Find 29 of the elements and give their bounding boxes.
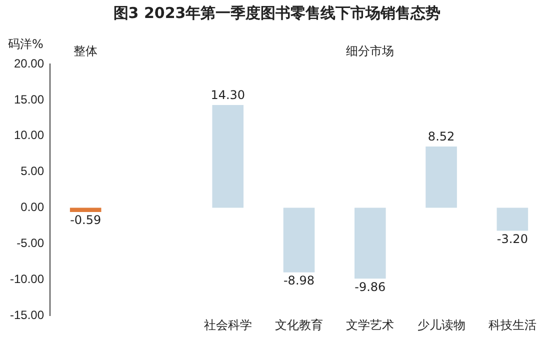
bar bbox=[283, 208, 315, 272]
y-tick-label: -5.00 bbox=[16, 236, 44, 250]
data-label: -9.86 bbox=[354, 280, 386, 294]
x-tick-label: 社会科学 bbox=[204, 318, 252, 332]
bar bbox=[70, 208, 102, 212]
y-tick-label: -15.00 bbox=[10, 308, 44, 322]
y-axis-title: 码洋% bbox=[8, 36, 44, 53]
data-label: 14.30 bbox=[210, 88, 246, 102]
bar bbox=[426, 146, 457, 208]
y-tick-label: -10.00 bbox=[10, 272, 44, 286]
data-label: -8.98 bbox=[283, 273, 315, 288]
y-tick-label: 5.00 bbox=[20, 164, 44, 178]
y-tick-label: 20.00 bbox=[14, 56, 44, 70]
text: 整体 bbox=[74, 44, 98, 58]
text: 细分市场 bbox=[346, 44, 394, 58]
bar bbox=[354, 208, 386, 279]
bar bbox=[496, 208, 528, 231]
data-label: -0.59 bbox=[70, 213, 102, 228]
x-tick-label: 文化教育 bbox=[275, 318, 324, 332]
data-label: -3.20 bbox=[496, 232, 528, 246]
data-label: 8.52 bbox=[428, 130, 455, 144]
x-tick-label: 科技生活 bbox=[488, 318, 536, 332]
chart-title: 图3 2023年第一季度图书零售线下市场销售态势 bbox=[112, 4, 442, 23]
x-tick-label: 少儿读物 bbox=[417, 318, 466, 332]
y-tick-label: 0.00 bbox=[20, 200, 44, 214]
x-tick-label: 文学艺术 bbox=[346, 318, 394, 332]
bar bbox=[212, 104, 244, 208]
y-tick-label: 10.00 bbox=[14, 128, 44, 142]
y-tick-label: 15.00 bbox=[14, 92, 44, 106]
